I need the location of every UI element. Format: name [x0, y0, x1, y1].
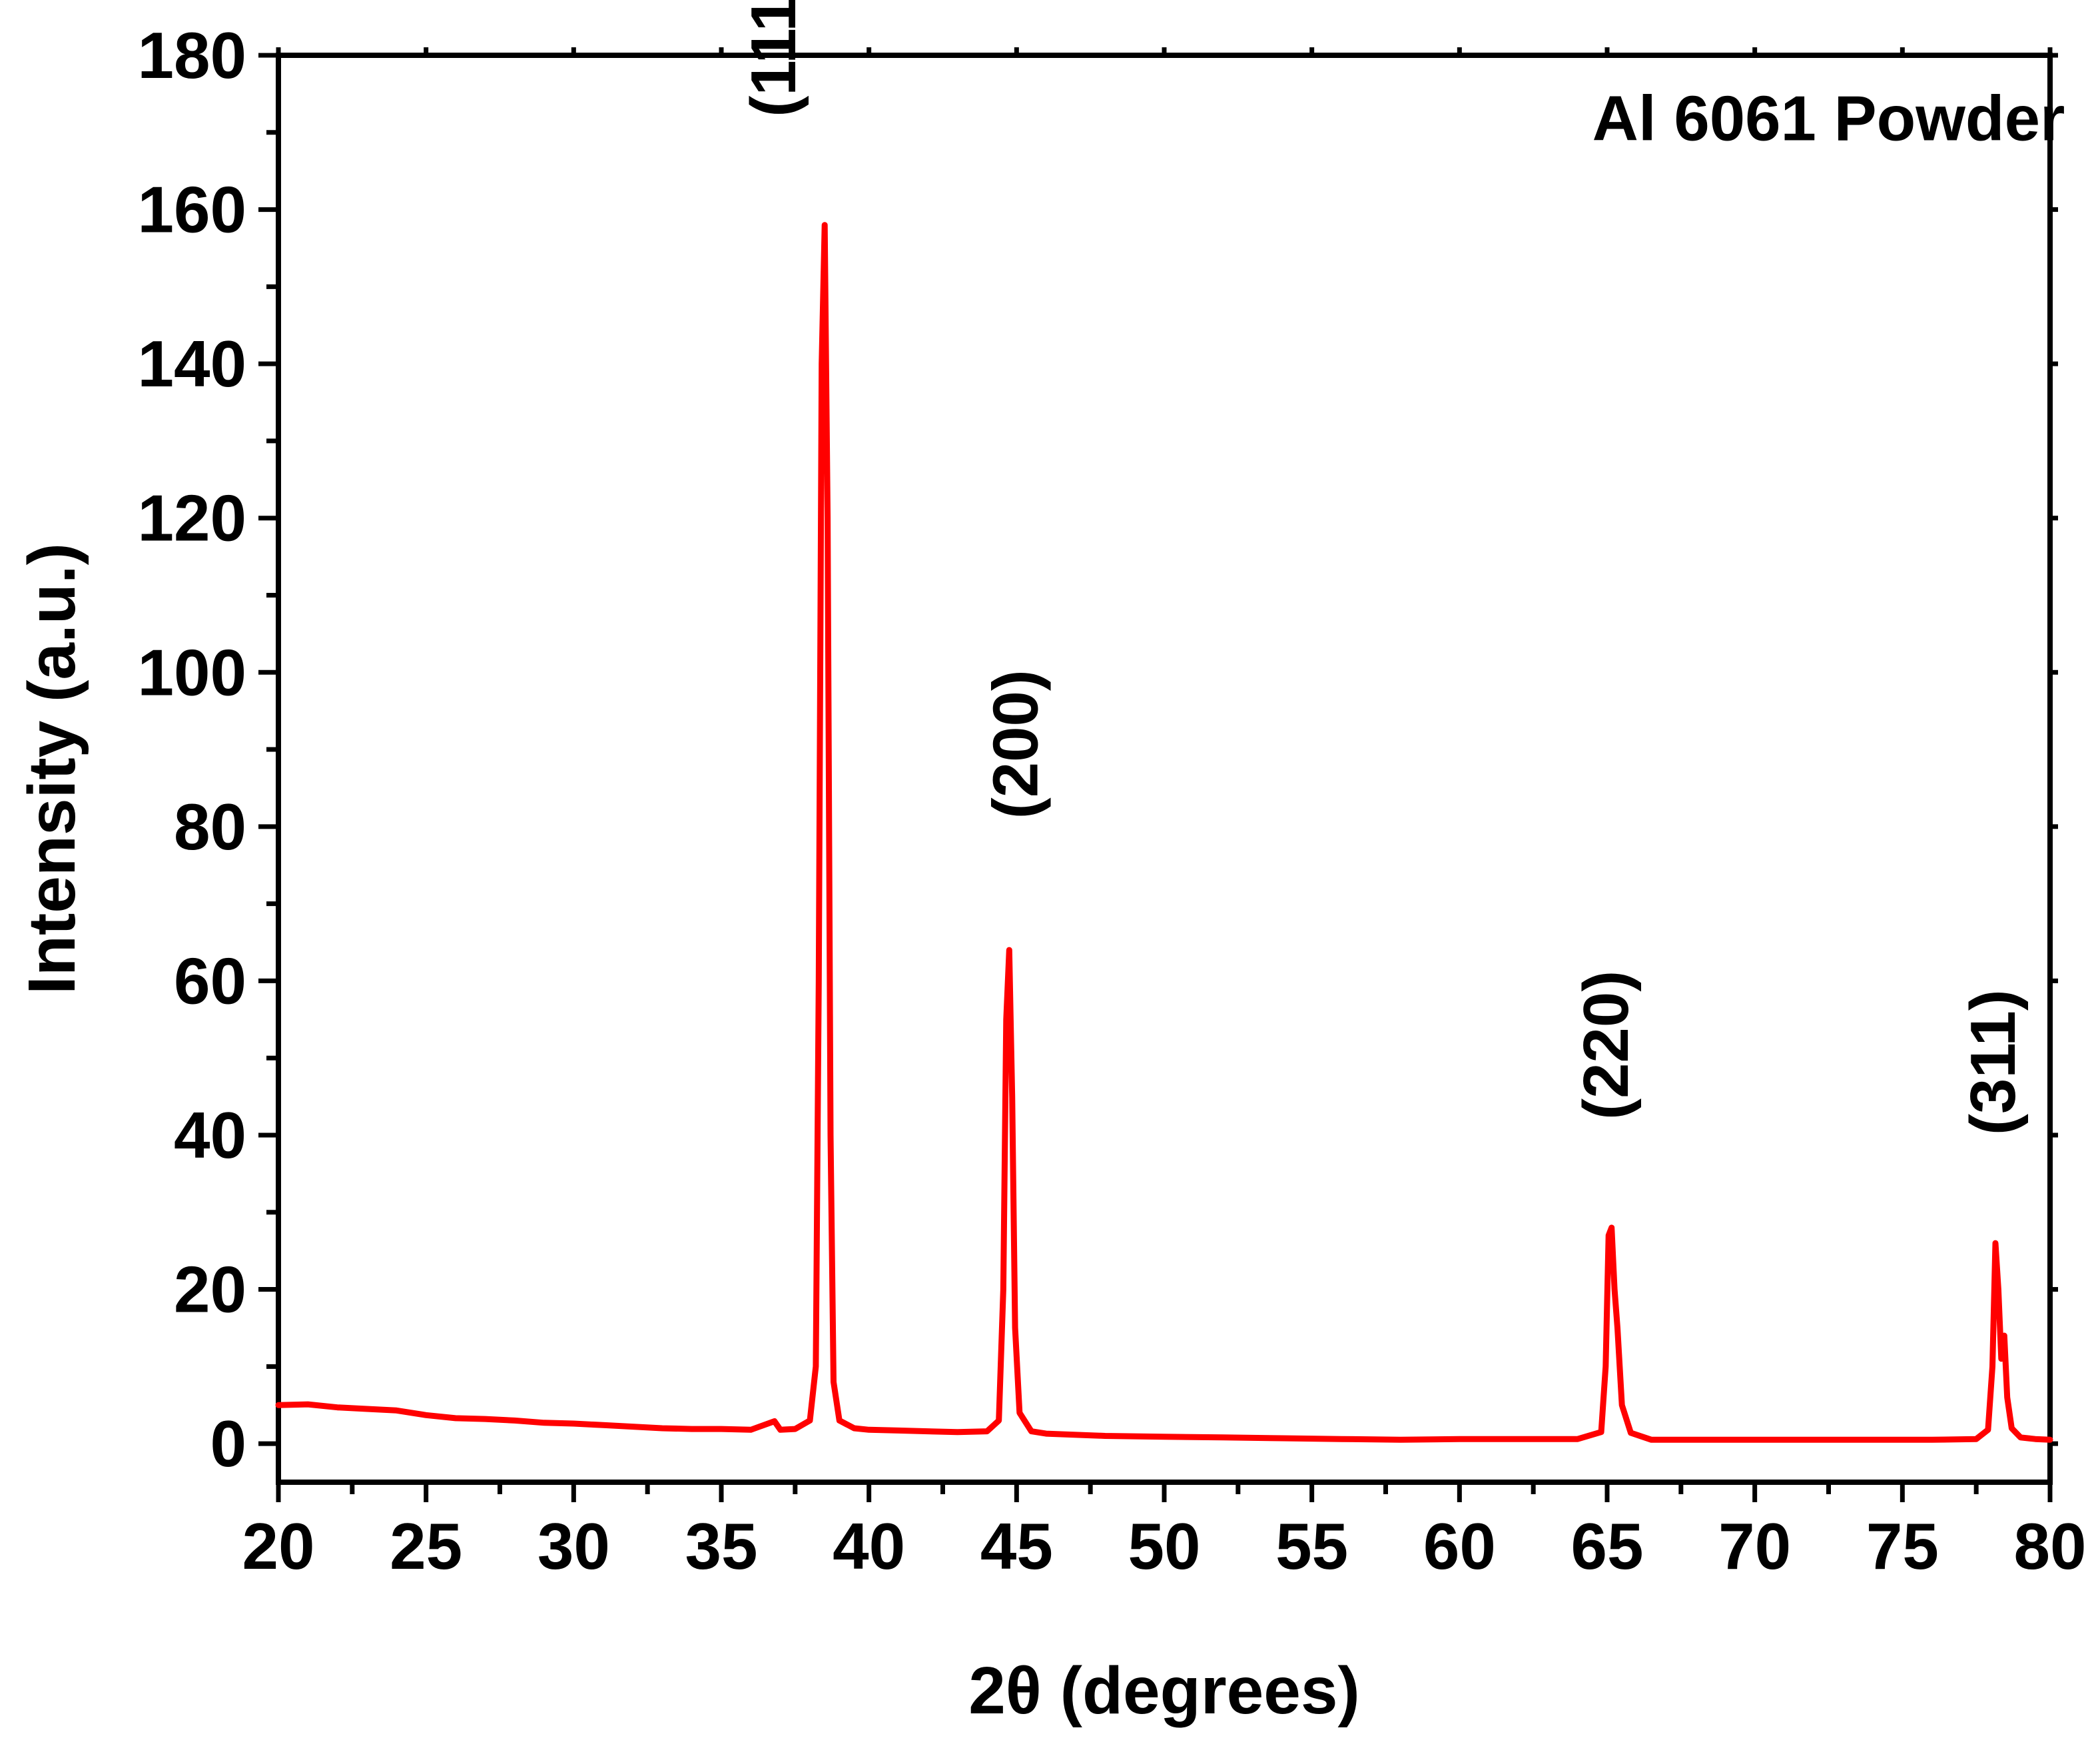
series-group — [275, 222, 2053, 1443]
y-tick-label: 60 — [174, 944, 246, 1017]
x-tick-label: 45 — [980, 1510, 1053, 1583]
x-tick-label: 60 — [1423, 1510, 1496, 1583]
plot-border — [276, 53, 2053, 1485]
x-tick-label: 65 — [1571, 1510, 1643, 1583]
y-tick-label: 20 — [174, 1253, 246, 1326]
x-axis: 20 25 30 35 40 45 50 55 60 65 70 75 80 — [242, 47, 2087, 1583]
x-tick-label: 30 — [537, 1510, 610, 1583]
y-tick-label: 40 — [174, 1098, 246, 1172]
y-tick-label: 100 — [137, 636, 246, 709]
y-tick-label: 0 — [210, 1407, 246, 1480]
peak-label: (311) — [1957, 989, 2029, 1135]
peak-label: (220) — [1571, 971, 1642, 1120]
y-tick-label: 180 — [137, 19, 246, 92]
y-tick-label: 80 — [174, 790, 246, 863]
y-tick-label: 140 — [137, 327, 246, 400]
x-tick-label: 80 — [2013, 1510, 2086, 1583]
x-tick-label: 70 — [1718, 1510, 1791, 1583]
x-tick-label: 40 — [833, 1510, 905, 1583]
x-tick-label: 35 — [685, 1510, 757, 1583]
y-tick-label: 160 — [137, 173, 246, 246]
peak-annotations: Al 6061 Powder (111) (200) (220) (311) — [738, 0, 2065, 1135]
xrd-pattern-line — [275, 222, 2053, 1443]
sample-label: Al 6061 Powder — [1592, 83, 2065, 154]
peak-label: (111) — [738, 0, 809, 117]
peak-label: (200) — [980, 669, 1051, 819]
y-axis: 0 20 40 60 80 100 120 140 160 180 — [137, 19, 2058, 1480]
y-axis-label: Intensity (a.u.) — [15, 543, 89, 995]
plot-frame — [276, 53, 2053, 1485]
x-tick-label: 55 — [1275, 1510, 1348, 1583]
x-tick-label: 25 — [390, 1510, 462, 1583]
y-tick-label: 120 — [137, 482, 246, 555]
x-tick-label: 20 — [242, 1510, 314, 1583]
x-tick-label: 75 — [1866, 1510, 1939, 1583]
x-tick-label: 50 — [1128, 1510, 1200, 1583]
x-axis-label: 2θ (degrees) — [968, 1653, 1360, 1728]
